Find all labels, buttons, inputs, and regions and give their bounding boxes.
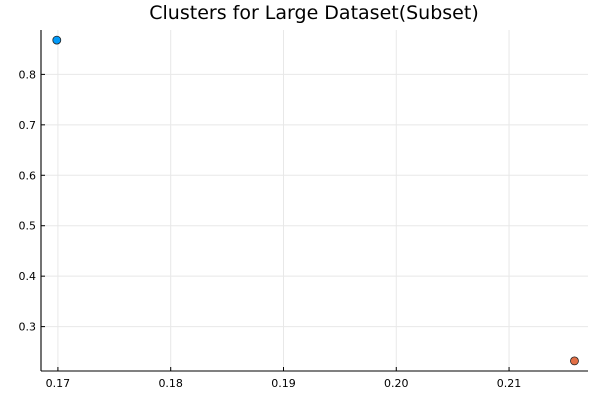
data-points: [52, 35, 579, 366]
y-tick-label: 0.8: [19, 68, 37, 81]
x-tick-label: 0.17: [46, 377, 71, 390]
x-tick-label: 0.19: [271, 377, 296, 390]
chart-title: Clusters for Large Dataset(Subset): [149, 2, 478, 24]
ticks: 0.17 0.18 0.19 0.20 0.21 0.3 0.4 0.5 0.6 0.7 0.8: [19, 68, 522, 390]
x-tick-label: 0.21: [497, 377, 522, 390]
y-tick-label: 0.7: [19, 119, 37, 132]
x-tick-label: 0.20: [384, 377, 409, 390]
y-tick-label: 0.3: [19, 321, 37, 334]
y-tick-label: 0.6: [19, 169, 37, 182]
data-point-series-2: [570, 356, 579, 366]
grid: [41, 30, 588, 371]
y-tick-label: 0.5: [19, 220, 37, 233]
y-tick-label: 0.4: [19, 270, 37, 283]
x-tick-label: 0.18: [158, 377, 183, 390]
axes: [40, 30, 588, 372]
data-point-series-1: [52, 35, 62, 45]
